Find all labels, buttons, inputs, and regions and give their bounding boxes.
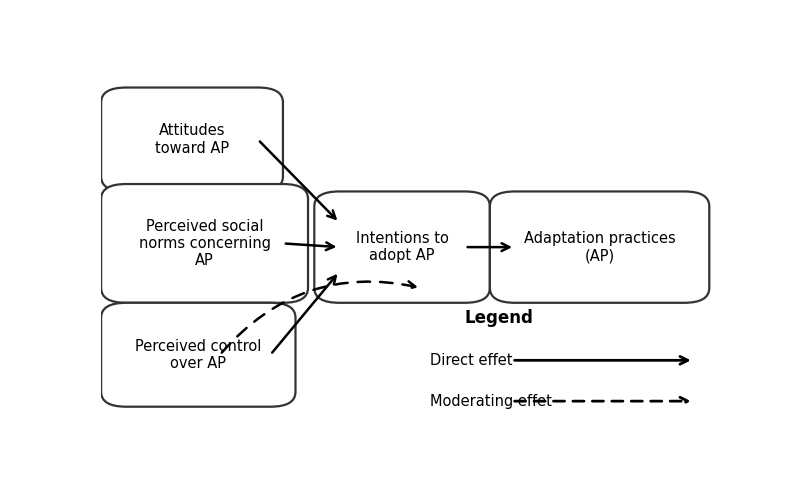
FancyBboxPatch shape xyxy=(101,88,283,191)
Text: Adaptation practices
(AP): Adaptation practices (AP) xyxy=(523,231,676,263)
Text: Moderating effet: Moderating effet xyxy=(430,394,553,409)
FancyBboxPatch shape xyxy=(490,191,709,303)
Text: Perceived social
norms concerning
AP: Perceived social norms concerning AP xyxy=(138,218,270,268)
Text: Legend: Legend xyxy=(465,308,534,327)
Text: Intentions to
adopt AP: Intentions to adopt AP xyxy=(356,231,448,263)
FancyBboxPatch shape xyxy=(101,303,295,407)
FancyBboxPatch shape xyxy=(101,184,308,303)
FancyBboxPatch shape xyxy=(314,191,490,303)
Text: Direct effet: Direct effet xyxy=(430,353,513,368)
Text: Perceived control
over AP: Perceived control over AP xyxy=(135,338,261,371)
Text: Attitudes
toward AP: Attitudes toward AP xyxy=(155,123,229,156)
